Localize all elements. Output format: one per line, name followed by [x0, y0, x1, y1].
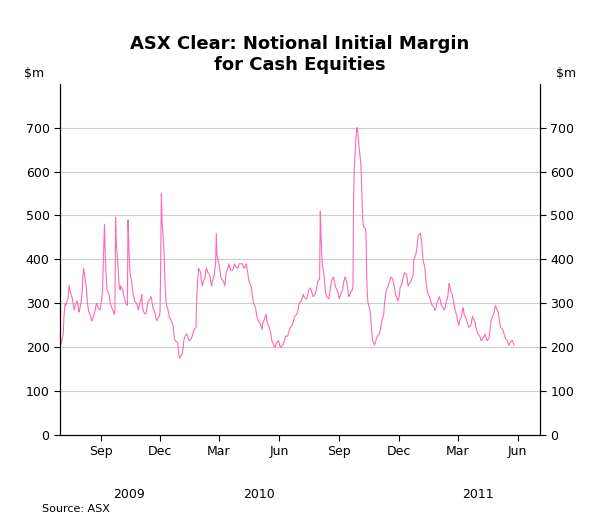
- Text: $m: $m: [24, 67, 44, 80]
- Text: Source: ASX: Source: ASX: [42, 504, 110, 514]
- Text: $m: $m: [556, 67, 576, 80]
- Title: ASX Clear: Notional Initial Margin
for Cash Equities: ASX Clear: Notional Initial Margin for C…: [130, 35, 470, 74]
- Text: 2010: 2010: [243, 487, 275, 500]
- Text: 2011: 2011: [462, 487, 494, 500]
- Text: 2009: 2009: [113, 487, 145, 500]
